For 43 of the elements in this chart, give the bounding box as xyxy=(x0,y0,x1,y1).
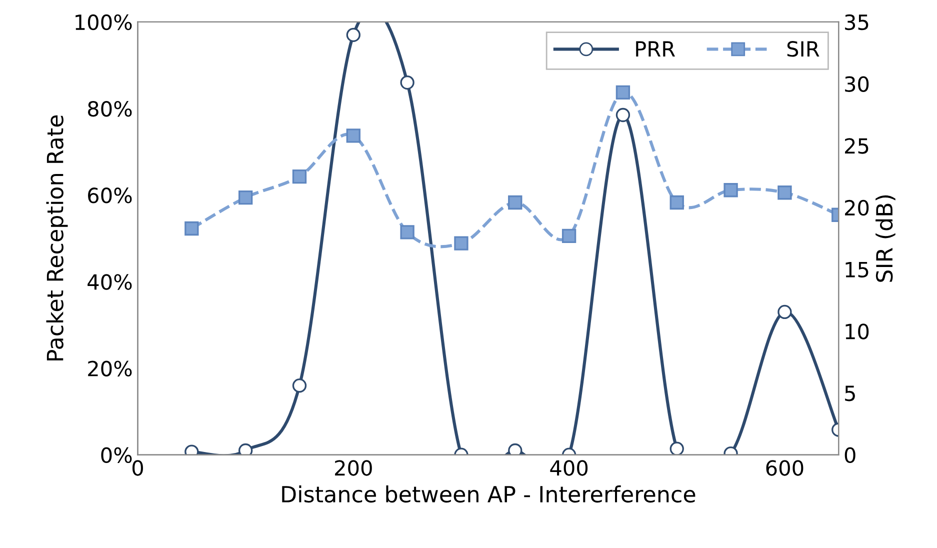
y-tick-label: 40% xyxy=(88,274,132,290)
x-tick-label: 600 xyxy=(766,460,804,476)
point xyxy=(238,443,253,455)
y-tick-label: 60% xyxy=(88,188,132,204)
y-tick-label: 0% xyxy=(101,447,132,464)
point xyxy=(400,225,414,240)
y-tick-label: 80% xyxy=(88,100,132,117)
point xyxy=(346,28,360,42)
point xyxy=(778,304,792,320)
y2-tick-label: 0 xyxy=(844,447,856,464)
point xyxy=(670,442,684,455)
y2-tick-label: 30 xyxy=(845,76,869,92)
y-tick-label: 20% xyxy=(88,360,132,376)
point xyxy=(724,183,738,198)
point xyxy=(778,186,792,200)
y-axis-title: Packet Reception Rate xyxy=(46,115,68,360)
y2-tick-label: 5 xyxy=(845,386,855,402)
point xyxy=(670,195,684,210)
point xyxy=(292,169,307,184)
point xyxy=(508,195,522,210)
y2-tick-label: 25 xyxy=(845,138,868,154)
y-tick-label: 100% xyxy=(76,14,132,30)
point xyxy=(184,221,199,236)
y2-tick-label: 35 xyxy=(845,14,868,30)
x-tick-label: 400 xyxy=(550,460,588,476)
point xyxy=(292,378,307,393)
y2-tick-label: 10 xyxy=(846,324,869,340)
y2-axis-title: SIR (dB) xyxy=(876,195,896,282)
x-tick-label: 0 xyxy=(132,460,143,476)
point xyxy=(346,128,360,143)
point xyxy=(454,236,468,250)
x-tick-label: 200 xyxy=(335,460,372,476)
x-axis-title: Distance between AP - Intererference xyxy=(282,485,696,503)
legend-label: PRR xyxy=(636,41,676,56)
point xyxy=(238,190,253,205)
y2-tick-label: 15 xyxy=(846,262,868,278)
point xyxy=(616,108,630,122)
y2-tick-label: 20 xyxy=(845,200,869,216)
legend-label: SIR xyxy=(787,41,820,57)
point xyxy=(400,75,414,90)
point xyxy=(616,85,630,100)
point xyxy=(508,443,522,455)
point xyxy=(562,228,576,243)
